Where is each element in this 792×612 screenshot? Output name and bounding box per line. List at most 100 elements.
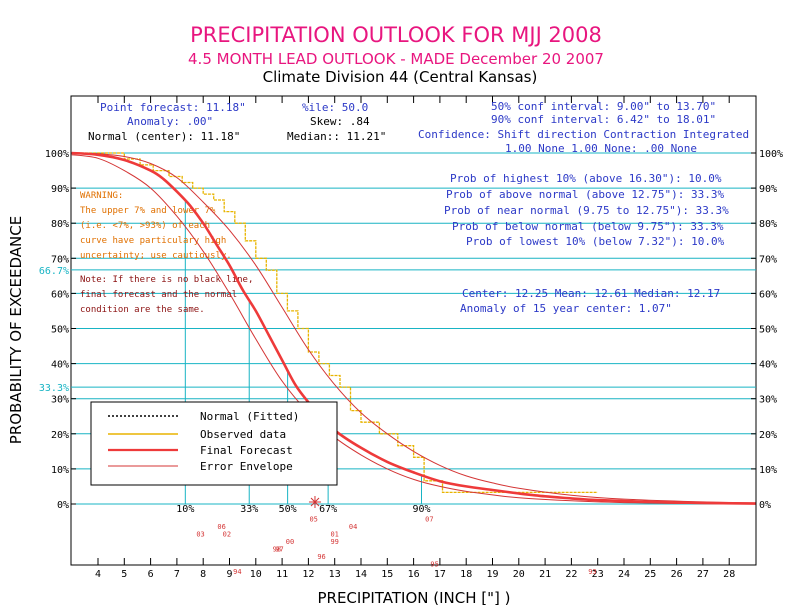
percentile-label: 90% (412, 504, 430, 515)
x-tick-label: 26 (671, 569, 683, 580)
prob-lowest-10: Prob of lowest 10% (below 7.32"): 10.0% (466, 235, 725, 248)
year-point-label: 01 (330, 531, 338, 539)
black-line-note: Note: If there is no black line, final f… (80, 275, 253, 315)
legend-label-normal: Normal (Fitted) (200, 410, 299, 423)
y-tick-label-right: 30% (759, 395, 777, 406)
x-tick-label: 25 (644, 569, 656, 580)
y-tick-label-right: 10% (759, 465, 777, 476)
year-point-label: 07 (425, 516, 433, 524)
year-point-label: 99 (330, 538, 338, 546)
y-tick-label-left: 10% (51, 465, 69, 476)
confidence-header: Confidence: Shift direction Contraction … (418, 128, 749, 141)
warning-line: WARNING: (80, 191, 123, 201)
y-tick-label-right: 90% (759, 184, 777, 195)
percentile-label: 33% (240, 504, 258, 515)
prob-above-normal: Prob of above normal (above 12.75"): 33.… (446, 188, 725, 201)
x-tick-label: 10 (250, 569, 262, 580)
grid-lines: 33.3% 66.7% 10% 33% 50% 67% 90% (39, 152, 756, 515)
year-point-label: 98 (273, 546, 281, 554)
year-point-label: 04 (349, 523, 357, 531)
note-line: final forecast and the normal (80, 290, 237, 300)
axis-ticks: 0% 0% 10% 10% 20% 20% 30% 30% 40% 40% 50% 50% 60% 60%… (45, 96, 783, 580)
x-tick-label: 9 (226, 569, 232, 580)
percentile-label: 50% (279, 504, 297, 515)
note-line: Note: If there is no black line, (80, 275, 253, 285)
x-tick-label: 11 (276, 569, 288, 580)
y-tick-label-left: 80% (51, 219, 69, 230)
year-point-label: 93 (588, 568, 596, 576)
x-tick-label: 19 (486, 569, 498, 580)
percentile-label: 67% (319, 504, 337, 515)
y-axis-label: PROBABILITY OF EXCEEDANCE (7, 216, 25, 444)
x-tick-label: 16 (408, 569, 420, 580)
year-point-label: 94 (233, 568, 241, 576)
y-tick-label-right: 50% (759, 325, 777, 336)
percentile-label: 10% (176, 504, 194, 515)
warning-line: curve have particulary high (80, 236, 226, 246)
x-tick-label: 27 (697, 569, 709, 580)
x-tick-label: 28 (723, 569, 735, 580)
error-envelope-lower (71, 154, 756, 505)
year-point-label: 02 (223, 531, 231, 539)
x-tick-label: 8 (200, 569, 206, 580)
x-tick-label: 4 (95, 569, 101, 580)
year-point-label: 06 (217, 523, 225, 531)
note-line: condition are the same. (80, 305, 205, 315)
y-tick-label-left: 40% (51, 360, 69, 371)
x-tick-label: 14 (355, 569, 367, 580)
x-tick-label: 6 (148, 569, 154, 580)
y-tick-label-right: 100% (759, 149, 783, 160)
reference-line-label: 66.7% (39, 266, 69, 277)
center-mean-median: Center: 12.25 Mean: 12.61 Median: 12.17 (462, 287, 720, 300)
y-tick-label-left: 60% (51, 289, 69, 300)
x-tick-label: 12 (302, 569, 314, 580)
prob-highest-10: Prob of highest 10% (above 16.30"): 10.0… (450, 172, 722, 185)
division-label: Climate Division 44 (Central Kansas) (263, 68, 538, 86)
x-tick-label: 24 (618, 569, 630, 580)
observed-data-series (77, 152, 598, 494)
y-tick-label-left: 0% (57, 500, 69, 511)
legend: Normal (Fitted) Observed data Final Fore… (90, 401, 338, 486)
x-tick-label: 5 (121, 569, 127, 580)
year-point-label: 05 (309, 516, 317, 524)
x-tick-label: 15 (381, 569, 393, 580)
y-tick-label-right: 80% (759, 219, 777, 230)
prob-below-normal: Prob of below normal (below 9.75"): 33.3… (452, 220, 724, 233)
y-tick-label-right: 60% (759, 289, 777, 300)
y-tick-label-right: 0% (759, 500, 771, 511)
normal-center: Normal (center): 11.18" (88, 130, 240, 143)
median-value: Median:: 11.21" (287, 130, 386, 143)
year-point-label: 00 (286, 538, 294, 546)
ci-90: 90% conf interval: 6.42" to 18.01" (491, 113, 716, 126)
error-envelope-upper (71, 152, 756, 504)
center-marker (310, 497, 320, 507)
y-tick-label-left: 90% (51, 184, 69, 195)
x-tick-label: 23 (592, 569, 604, 580)
plot-frame (70, 95, 757, 566)
percentile-value: %ile: 50.0 (302, 101, 368, 114)
x-tick-label: 17 (434, 569, 446, 580)
warning-line: The upper 7% and lower 7% (80, 206, 216, 216)
year-point-label: 96 (317, 553, 325, 561)
legend-label-final: Final Forecast (200, 444, 293, 457)
x-tick-label: 18 (460, 569, 472, 580)
x-tick-label: 13 (329, 569, 341, 580)
warning-line: uncertainty; use cautiously. (80, 251, 232, 261)
x-tick-label: 22 (565, 569, 577, 580)
chart-subtitle: 4.5 MONTH LEAD OUTLOOK - MADE December 2… (188, 50, 604, 68)
y-tick-label-right: 70% (759, 254, 777, 265)
anomaly-value: Anomaly: .00" (127, 115, 213, 128)
y-tick-label-left: 100% (45, 149, 69, 160)
legend-label-observed: Observed data (200, 428, 286, 441)
y-tick-label-right: 40% (759, 360, 777, 371)
y-tick-label-left: 30% (51, 395, 69, 406)
y-tick-label-left: 20% (51, 430, 69, 441)
confidence-values: 1.00 None 1.00 None: .00 None (505, 142, 697, 155)
point-forecast: Point forecast: 11.18" (100, 101, 246, 114)
anomaly-15yr: Anomaly of 15 year center: 1.07" (460, 302, 672, 315)
year-point-label: 97 (275, 546, 283, 554)
x-tick-label: 7 (174, 569, 180, 580)
skew-value: Skew: .84 (310, 115, 370, 128)
